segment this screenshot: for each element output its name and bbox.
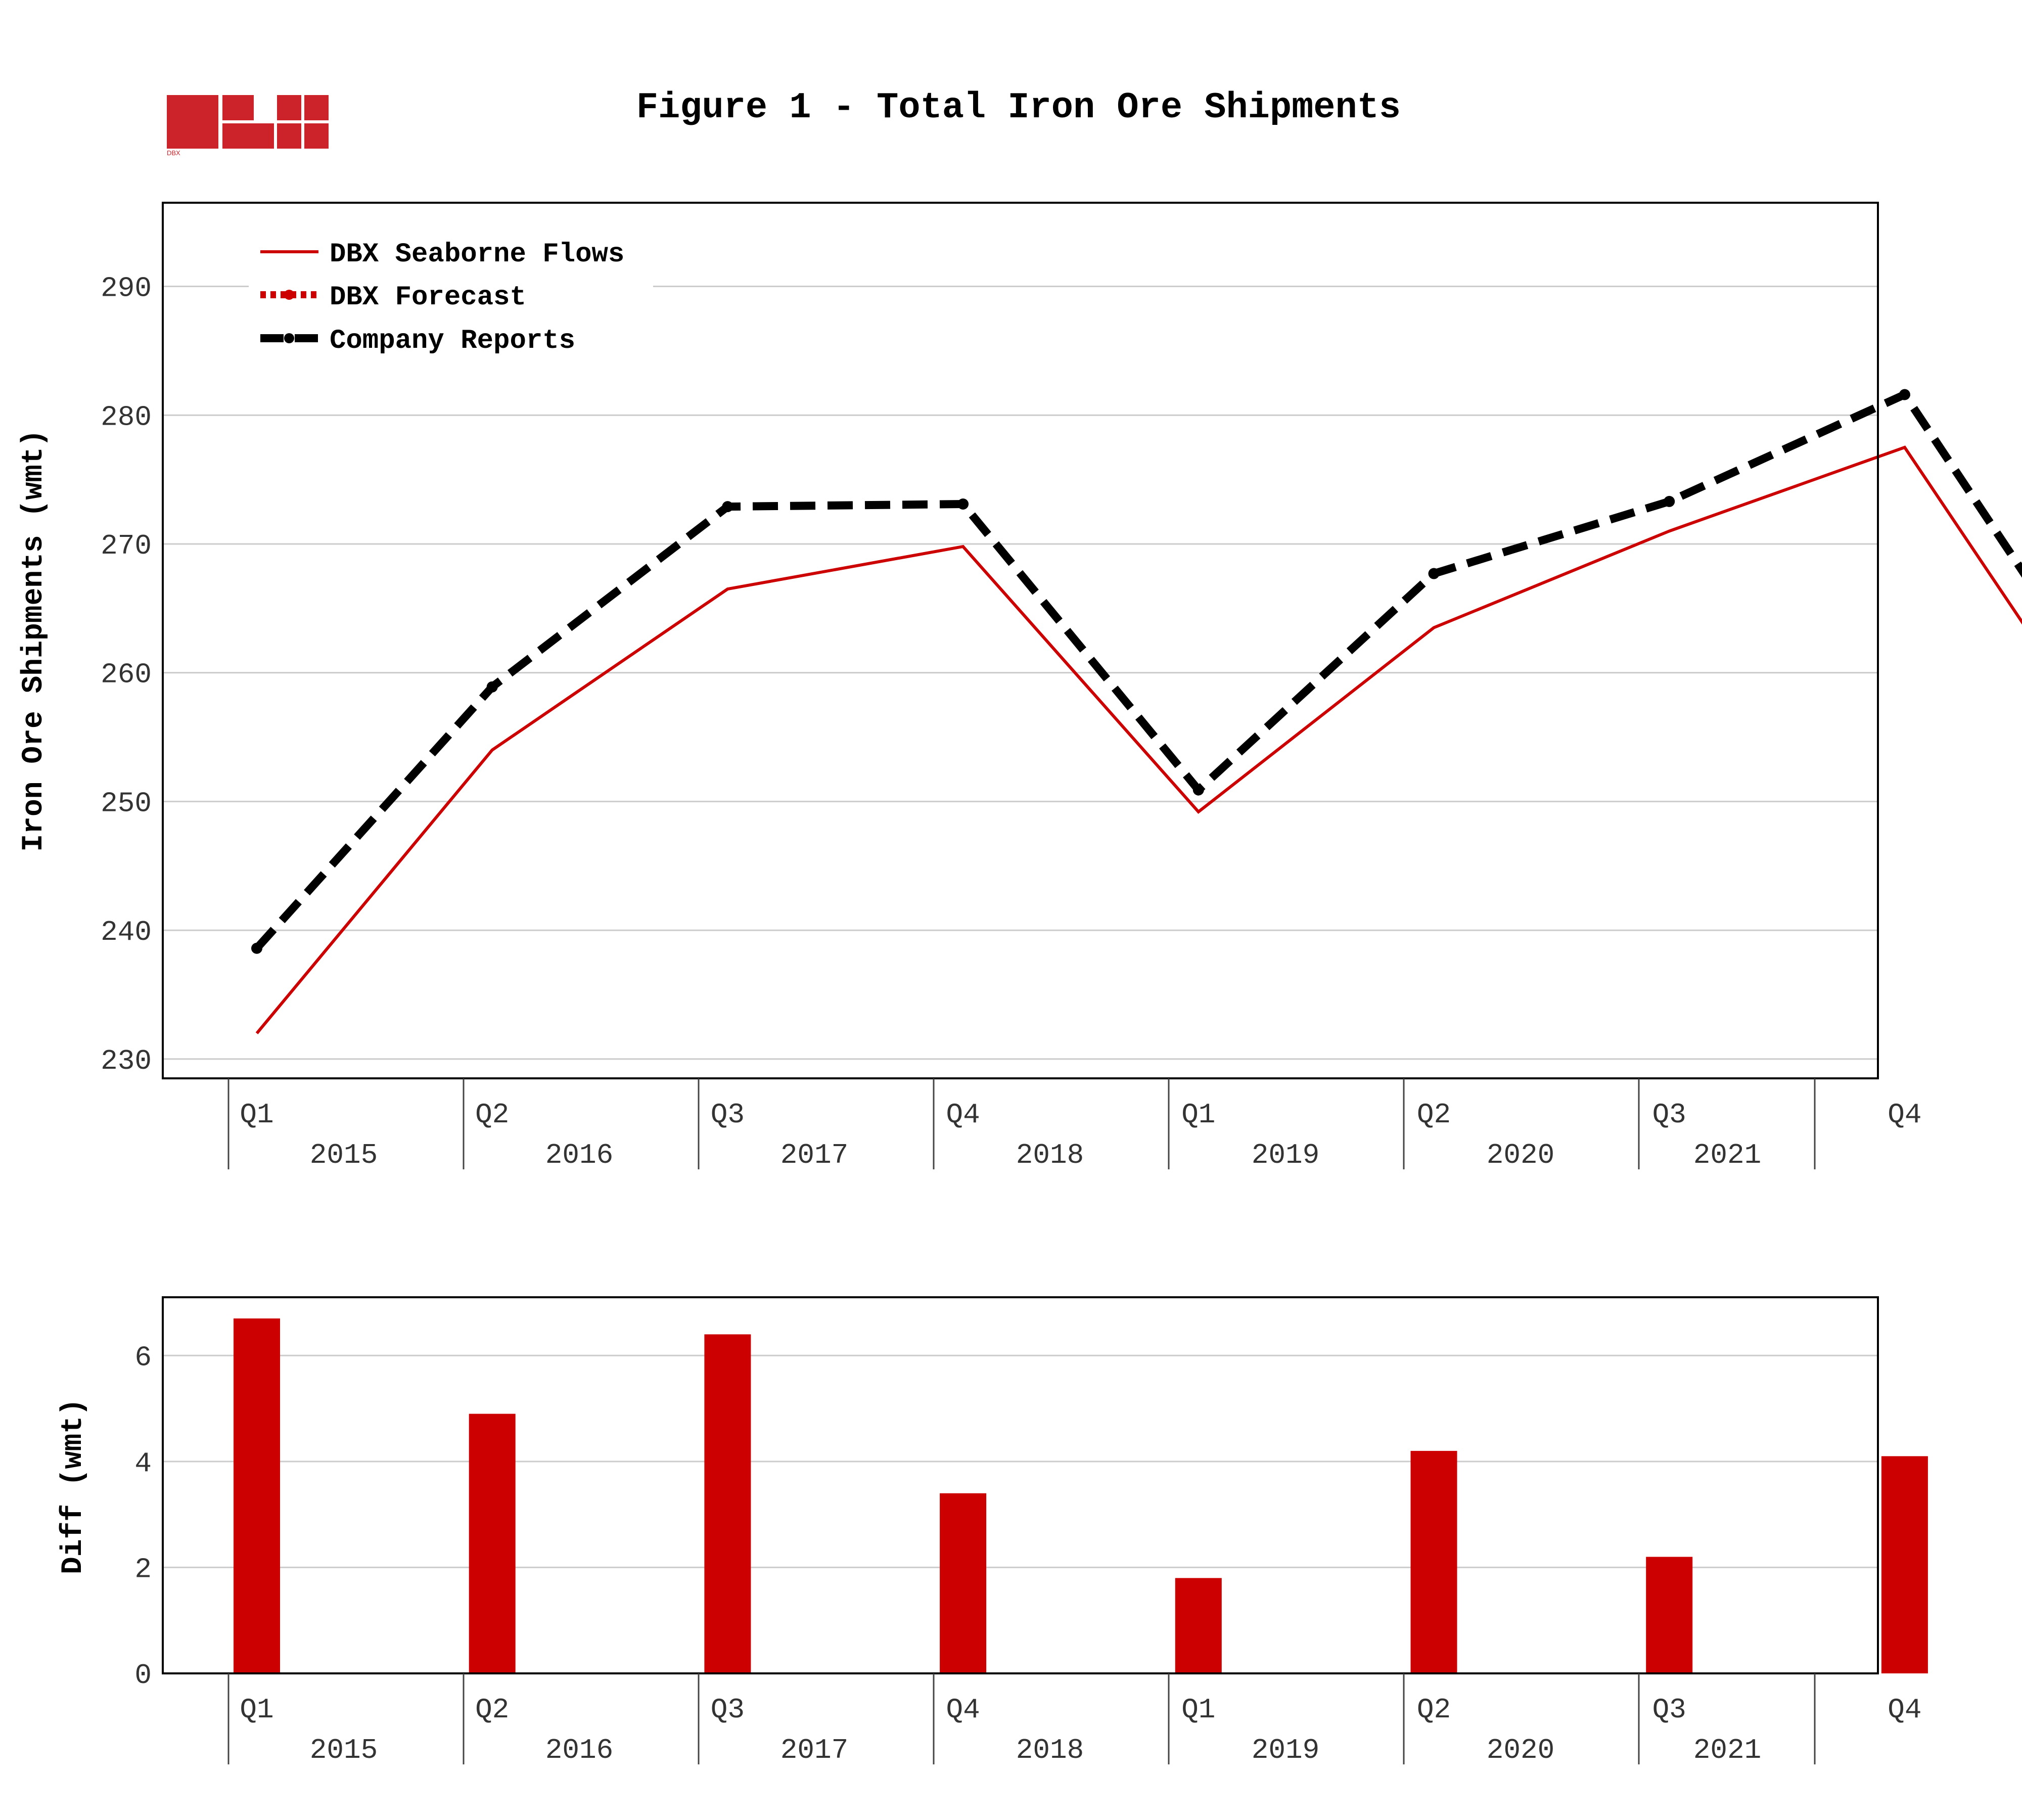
line-chart-y-tick-label: 290 bbox=[101, 272, 152, 305]
line-chart-y-tick-label: 280 bbox=[101, 401, 152, 433]
line-chart-year-label: 2021 bbox=[1693, 1139, 1761, 1171]
company-reports-point bbox=[486, 681, 498, 693]
diff-bar bbox=[1881, 1456, 1928, 1673]
line-chart-frame bbox=[162, 202, 1879, 1079]
figure-title: Figure 1 - Total Iron Ore Shipments bbox=[636, 87, 1401, 128]
logo-block bbox=[304, 95, 329, 120]
line-chart-y-label: Iron Ore Shipments (wmt) bbox=[18, 429, 51, 851]
logo-block bbox=[304, 123, 329, 149]
company-reports-point bbox=[722, 501, 733, 513]
bar-chart-quarter-label: Q1 bbox=[1181, 1694, 1215, 1726]
company-reports-point bbox=[957, 498, 969, 510]
legend-label-seaborne: DBX Seaborne Flows bbox=[330, 239, 624, 270]
logo-text: DBX bbox=[167, 149, 180, 157]
line-chart-y-tick-label: 250 bbox=[101, 787, 152, 820]
line-chart-quarter-label: Q3 bbox=[711, 1099, 745, 1131]
diff-bar bbox=[1410, 1450, 1457, 1673]
line-chart-quarter-label: Q4 bbox=[946, 1099, 980, 1131]
legend-item-forecast: DBX Forecast bbox=[260, 282, 526, 313]
bar-chart-y-tick-label: 4 bbox=[134, 1447, 152, 1480]
diff-bar bbox=[1646, 1557, 1693, 1673]
logo-block bbox=[277, 123, 301, 149]
company-reports-point bbox=[251, 942, 262, 954]
bar-chart-quarter-label: Q2 bbox=[1417, 1694, 1451, 1726]
line-chart-year-label: 2017 bbox=[780, 1139, 848, 1171]
line-chart-gridlines bbox=[163, 286, 1878, 1060]
diff-bar bbox=[234, 1318, 280, 1673]
logo-block bbox=[222, 123, 274, 149]
bar-chart-year-label: 2018 bbox=[1016, 1734, 1084, 1766]
bar-chart-year-label: 2021 bbox=[1693, 1734, 1761, 1766]
logo-block bbox=[277, 95, 301, 120]
bar-chart-y-label: Diff (wmt) bbox=[57, 1398, 90, 1574]
line-chart-quarter-label: Q2 bbox=[1417, 1099, 1451, 1131]
bar-chart-year-label: 2016 bbox=[545, 1734, 613, 1766]
seaborne-flows-line bbox=[255, 445, 2022, 1034]
bar-chart-y-ticks: 0 2 4 6 bbox=[134, 1341, 152, 1692]
line-chart-year-label: 2020 bbox=[1487, 1139, 1554, 1171]
bar-chart-frame bbox=[162, 1296, 1879, 1674]
bar-chart-year-label: 2020 bbox=[1487, 1734, 1554, 1766]
diff-bar bbox=[1175, 1578, 1222, 1673]
legend-label-company: Company Reports bbox=[330, 326, 575, 356]
bar-chart-bars bbox=[234, 1318, 1928, 1673]
line-chart-year-label: 2015 bbox=[310, 1139, 378, 1171]
company-reports-point bbox=[1428, 568, 1440, 579]
bar-chart-quarter-label: Q3 bbox=[1652, 1694, 1686, 1726]
legend-item-seaborne: DBX Seaborne Flows bbox=[260, 239, 624, 270]
diff-bar bbox=[469, 1414, 516, 1673]
bar-chart-year-label: 2015 bbox=[310, 1734, 378, 1766]
logo-block bbox=[167, 95, 218, 149]
bar-chart-year-label: 2019 bbox=[1252, 1734, 1319, 1766]
legend-marker-company bbox=[284, 333, 294, 343]
diff-bar bbox=[704, 1334, 751, 1673]
bar-chart-quarter-label: Q1 bbox=[240, 1694, 273, 1726]
line-chart-year-label: 2018 bbox=[1016, 1139, 1084, 1171]
bar-chart-quarter-label: Q4 bbox=[946, 1694, 980, 1726]
legend-label-forecast: DBX Forecast bbox=[330, 282, 526, 313]
line-chart-y-ticks: 230 240 250 260 270 280 290 bbox=[101, 272, 152, 1077]
company-reports-point bbox=[1664, 495, 1675, 507]
line-chart-year-label: 2019 bbox=[1252, 1139, 1319, 1171]
bar-chart-y-tick-label: 2 bbox=[134, 1553, 152, 1585]
company-reports-point bbox=[1899, 389, 1910, 400]
line-chart-y-tick-label: 270 bbox=[101, 530, 152, 562]
company-reports-point bbox=[1192, 784, 1204, 796]
legend: DBX Seaborne Flows DBX Forecast Company … bbox=[249, 232, 653, 363]
line-chart-quarter-label: Q2 bbox=[475, 1099, 509, 1131]
company-reports-line bbox=[254, 389, 2022, 951]
line-chart-quarter-label: Q4 bbox=[1888, 1099, 1921, 1131]
diff-bar bbox=[940, 1493, 987, 1673]
logo-block bbox=[222, 95, 254, 120]
bar-chart-quarter-label: Q2 bbox=[475, 1694, 509, 1726]
bar-chart-y-tick-label: 0 bbox=[134, 1659, 152, 1692]
bar-chart-year-label: 2017 bbox=[780, 1734, 848, 1766]
line-chart-y-tick-label: 240 bbox=[101, 916, 152, 948]
line-chart-x-axis: Q1Q2Q3Q4Q1Q2Q3Q4Q1Q2Q3Q4Q1Q2Q3Q4Q1Q2Q3Q4… bbox=[227, 1078, 1922, 1171]
line-chart-quarter-label: Q1 bbox=[240, 1099, 273, 1131]
bar-chart-quarter-label: Q4 bbox=[1888, 1694, 1921, 1726]
bar-chart-x-axis: Q1Q2Q3Q4Q1Q2Q3Q4Q1Q2Q3Q4Q1Q2Q3Q4Q1Q2Q3Q4… bbox=[227, 1673, 1922, 1766]
line-chart-quarter-label: Q1 bbox=[1181, 1099, 1215, 1131]
line-chart-series bbox=[251, 389, 2022, 1034]
line-chart-year-label: 2016 bbox=[545, 1139, 613, 1171]
dbx-logo: DBX bbox=[167, 95, 329, 157]
legend-item-company: Company Reports bbox=[260, 326, 575, 356]
line-chart-y-tick-label: 230 bbox=[101, 1045, 152, 1077]
bar-chart-y-tick-label: 6 bbox=[134, 1341, 152, 1374]
bar-chart-quarter-label: Q3 bbox=[711, 1694, 745, 1726]
line-chart-y-tick-label: 260 bbox=[101, 659, 152, 691]
legend-marker-forecast bbox=[284, 290, 294, 300]
line-chart-quarter-label: Q3 bbox=[1652, 1099, 1686, 1131]
bar-chart-gridlines bbox=[163, 1354, 1878, 1674]
